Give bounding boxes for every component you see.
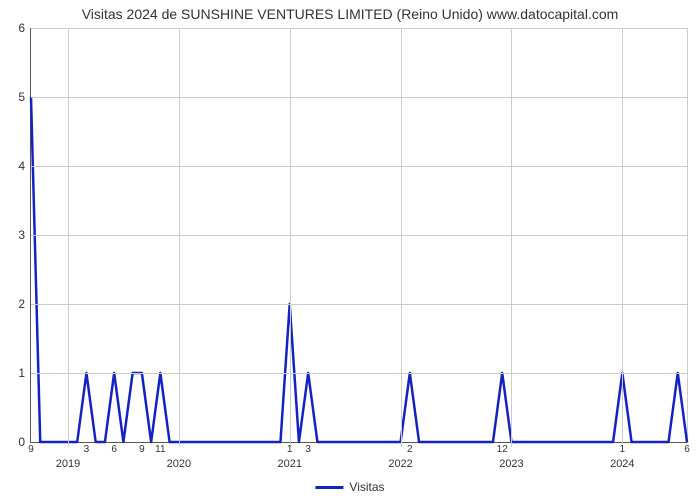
x-minor-label: 11 bbox=[155, 444, 165, 455]
y-tick-label: 2 bbox=[18, 297, 25, 311]
y-tick-label: 6 bbox=[18, 21, 25, 35]
legend-swatch bbox=[315, 486, 343, 489]
gridline-h bbox=[31, 304, 687, 305]
x-minor-label: 1 bbox=[620, 444, 626, 455]
x-minor-label: 3 bbox=[84, 444, 90, 455]
series-line bbox=[31, 97, 687, 442]
x-minor-label: 12 bbox=[497, 444, 508, 455]
gridline-v bbox=[511, 28, 512, 447]
gridline-h bbox=[31, 166, 687, 167]
x-year-label: 2019 bbox=[56, 458, 80, 470]
x-minor-label: 9 bbox=[28, 444, 34, 455]
y-tick-label: 1 bbox=[18, 366, 25, 380]
gridline-h bbox=[31, 28, 687, 29]
gridline-h bbox=[31, 235, 687, 236]
x-minor-label: 2 bbox=[407, 444, 413, 455]
x-minor-label: 3 bbox=[305, 444, 311, 455]
legend: Visitas bbox=[315, 480, 384, 494]
gridline-v bbox=[68, 28, 69, 447]
x-minor-label: 9 bbox=[139, 444, 145, 455]
gridline-v bbox=[290, 28, 291, 447]
y-tick-label: 0 bbox=[18, 435, 25, 449]
x-year-label: 2023 bbox=[499, 458, 523, 470]
plot-area: 0123456201920202021202220232024936911132… bbox=[30, 28, 688, 443]
y-tick-label: 4 bbox=[18, 159, 25, 173]
x-year-label: 2024 bbox=[610, 458, 634, 470]
x-year-label: 2022 bbox=[388, 458, 412, 470]
gridline-v bbox=[179, 28, 180, 447]
gridline-v bbox=[622, 28, 623, 447]
x-year-label: 2020 bbox=[167, 458, 191, 470]
gridline-v bbox=[401, 28, 402, 447]
x-minor-label: 6 bbox=[111, 444, 117, 455]
chart-container: Visitas 2024 de SUNSHINE VENTURES LIMITE… bbox=[0, 0, 700, 500]
x-minor-label: 6 bbox=[684, 444, 690, 455]
x-minor-label: 1 bbox=[287, 444, 293, 455]
x-year-label: 2021 bbox=[277, 458, 301, 470]
gridline-h bbox=[31, 373, 687, 374]
chart-title: Visitas 2024 de SUNSHINE VENTURES LIMITE… bbox=[0, 0, 700, 22]
gridline-h bbox=[31, 97, 687, 98]
y-tick-label: 5 bbox=[18, 90, 25, 104]
legend-label: Visitas bbox=[349, 480, 384, 494]
y-tick-label: 3 bbox=[18, 228, 25, 242]
